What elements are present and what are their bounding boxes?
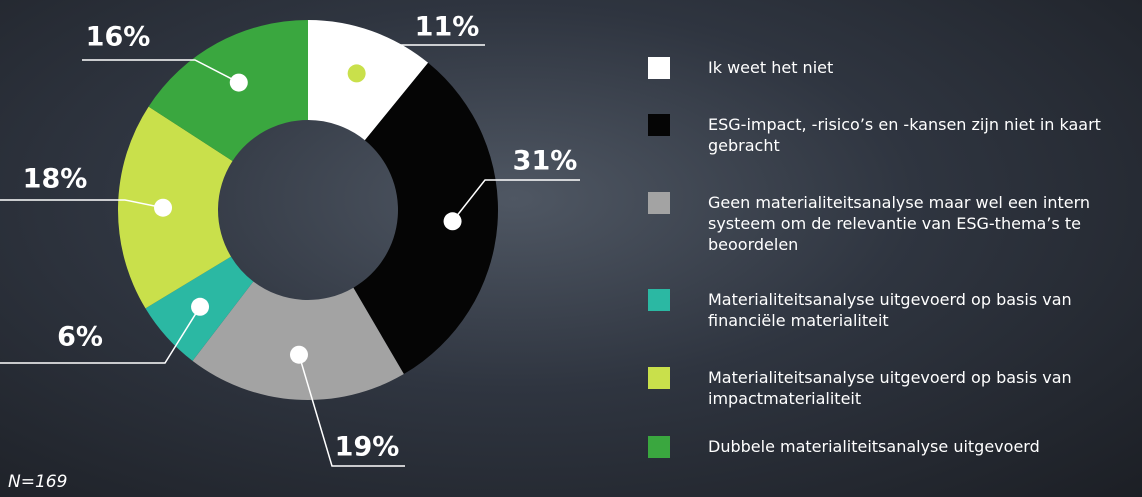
legend-item: Geen materialiteitsanalyse maar wel een … [648, 192, 1142, 255]
donut-slice [117, 106, 233, 309]
legend-label: Geen materialiteitsanalyse maar wel een … [708, 193, 1091, 254]
legend-swatch [648, 114, 670, 136]
callout-dot [154, 198, 173, 217]
callout-line [0, 199, 164, 209]
legend-item: ESG-impact, -risico’s en -kansen zijn ni… [648, 114, 1142, 156]
value-label: 16% [86, 22, 151, 53]
legend-swatch [648, 289, 670, 311]
legend-swatch [648, 57, 670, 79]
callout-line [356, 44, 485, 74]
legend-item: Materialiteitsanalyse uitgevoerd op basi… [648, 289, 1142, 331]
value-label: 6% [57, 322, 103, 353]
value-label: 18% [23, 164, 88, 195]
callout-line [451, 179, 580, 222]
legend-item: Ik weet het niet [648, 57, 1142, 79]
legend-item: Dubbele materialiteitsanalyse uitgevoerd [648, 436, 1142, 458]
donut-slice [353, 62, 498, 375]
legend-label: Materialiteitsanalyse uitgevoerd op basi… [708, 368, 1072, 408]
callout-dot [191, 297, 210, 316]
value-label: 31% [513, 146, 578, 177]
callout-line [0, 306, 201, 364]
legend-swatch [648, 192, 670, 214]
donut-slice [308, 20, 429, 141]
callout-dot [443, 212, 462, 231]
legend-label: Dubbele materialiteitsanalyse uitgevoerd [708, 437, 1040, 456]
callout-line [298, 354, 405, 467]
value-label: 11% [415, 12, 480, 43]
callout-dot [229, 73, 248, 92]
legend-label: Ik weet het niet [708, 58, 834, 77]
value-label: 19% [335, 432, 400, 463]
callout-dot [289, 345, 308, 364]
donut-slice [192, 281, 404, 400]
callout-dot [347, 64, 366, 83]
legend-label: Materialiteitsanalyse uitgevoerd op basi… [708, 290, 1072, 330]
callout-line [82, 59, 240, 84]
legend-label: ESG-impact, -risico’s en -kansen zijn ni… [708, 115, 1101, 155]
note: N=169 [8, 472, 68, 492]
legend-swatch [648, 436, 670, 458]
legend-swatch [648, 367, 670, 389]
donut-slice [148, 20, 308, 162]
legend-item: Materialiteitsanalyse uitgevoerd op basi… [648, 367, 1142, 409]
